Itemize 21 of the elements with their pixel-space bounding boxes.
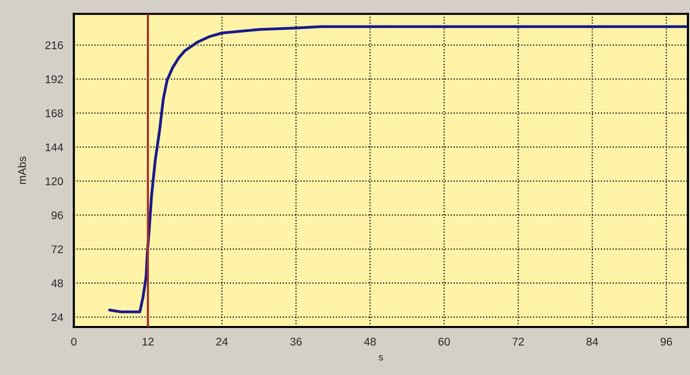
y-tick-label: 120 [46, 177, 63, 186]
x-tick-label: 24 [216, 338, 228, 346]
y-axis-title: mAbs [18, 156, 26, 184]
x-tick-label: 72 [512, 338, 524, 346]
x-tick-label: 48 [364, 338, 376, 346]
x-tick-label: 96 [660, 338, 672, 346]
x-tick-label: 36 [290, 338, 302, 346]
x-tick-label: 0 [71, 338, 76, 346]
x-tick-label: 12 [142, 338, 154, 346]
y-tick-label: 72 [52, 245, 63, 254]
y-tick-label: 24 [52, 313, 64, 322]
line-series [108, 25, 688, 314]
y-tick-label: 144 [46, 143, 64, 152]
y-tick-label: 168 [46, 109, 63, 118]
x-axis-title: s [378, 355, 383, 360]
x-tick-label: 84 [586, 338, 598, 346]
y-tick-label: 96 [52, 211, 63, 220]
y-tick-label: 192 [46, 75, 63, 84]
x-tick-label: 60 [438, 338, 450, 346]
y-tick-label: 216 [45, 41, 63, 50]
y-tick-label: 48 [51, 279, 63, 288]
